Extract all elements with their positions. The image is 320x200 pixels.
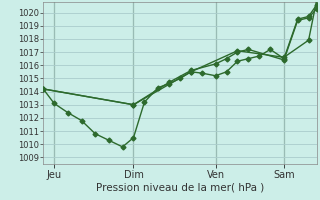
X-axis label: Pression niveau de la mer( hPa ): Pression niveau de la mer( hPa ): [96, 182, 264, 192]
